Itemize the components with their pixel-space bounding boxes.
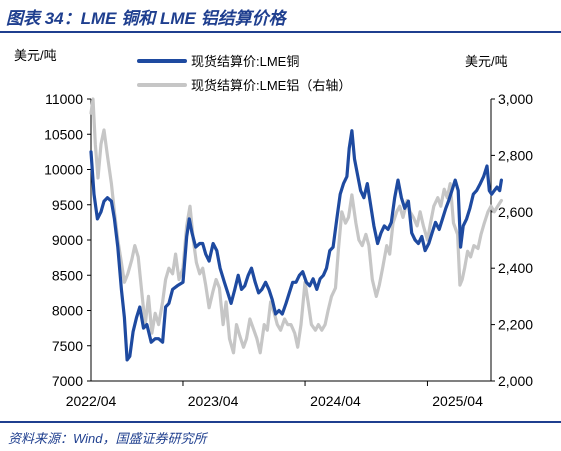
left-y-tick-label: 9000 (52, 232, 83, 248)
x-tick-label: 2022/04 (66, 393, 117, 409)
x-tick-label: 2025/04 (432, 393, 483, 409)
legend-label-aluminum: 现货结算价:LME铝（右轴） (191, 78, 351, 93)
left-y-tick-label: 11000 (45, 91, 83, 107)
source-note: 资料来源：Wind，国盛证券研究所 (8, 431, 207, 446)
aluminum-series-line (89, 97, 503, 355)
source-divider (0, 421, 561, 423)
left-y-tick-label: 7500 (52, 338, 83, 354)
left-y-tick-label: 8500 (52, 267, 83, 283)
right-axis-unit: 美元/吨 (465, 54, 508, 69)
left-y-tick-label: 10500 (44, 126, 83, 142)
left-y-tick-label: 7000 (52, 373, 83, 389)
right-y-tick-label: 2,800 (498, 147, 533, 163)
left-axis-unit: 美元/吨 (14, 48, 57, 63)
title-divider (0, 31, 561, 33)
right-y-tick-label: 2,200 (498, 317, 533, 333)
series-layer (89, 97, 503, 362)
right-y-tick-label: 2,600 (498, 204, 533, 220)
left-y-tick-label: 9500 (52, 197, 83, 213)
left-y-tick-label: 8000 (52, 303, 83, 319)
right-y-tick-label: 3,000 (498, 91, 533, 107)
chart-axes: 7000 7500 8000 8500 9000 9500 10000 10500 11000 2… (44, 91, 533, 409)
x-tick-label: 2023/04 (188, 393, 239, 409)
legend-label-copper: 现货结算价:LME铜 (191, 54, 299, 69)
right-y-tick-label: 2,400 (498, 260, 533, 276)
right-y-tick-label: 2,000 (498, 373, 533, 389)
copper-series-line (89, 129, 503, 362)
left-y-tick-label: 10000 (44, 162, 83, 178)
x-tick-label: 2024/04 (310, 393, 361, 409)
figure-title: 图表 34：LME 铜和 LME 铝结算价格 (6, 9, 286, 28)
